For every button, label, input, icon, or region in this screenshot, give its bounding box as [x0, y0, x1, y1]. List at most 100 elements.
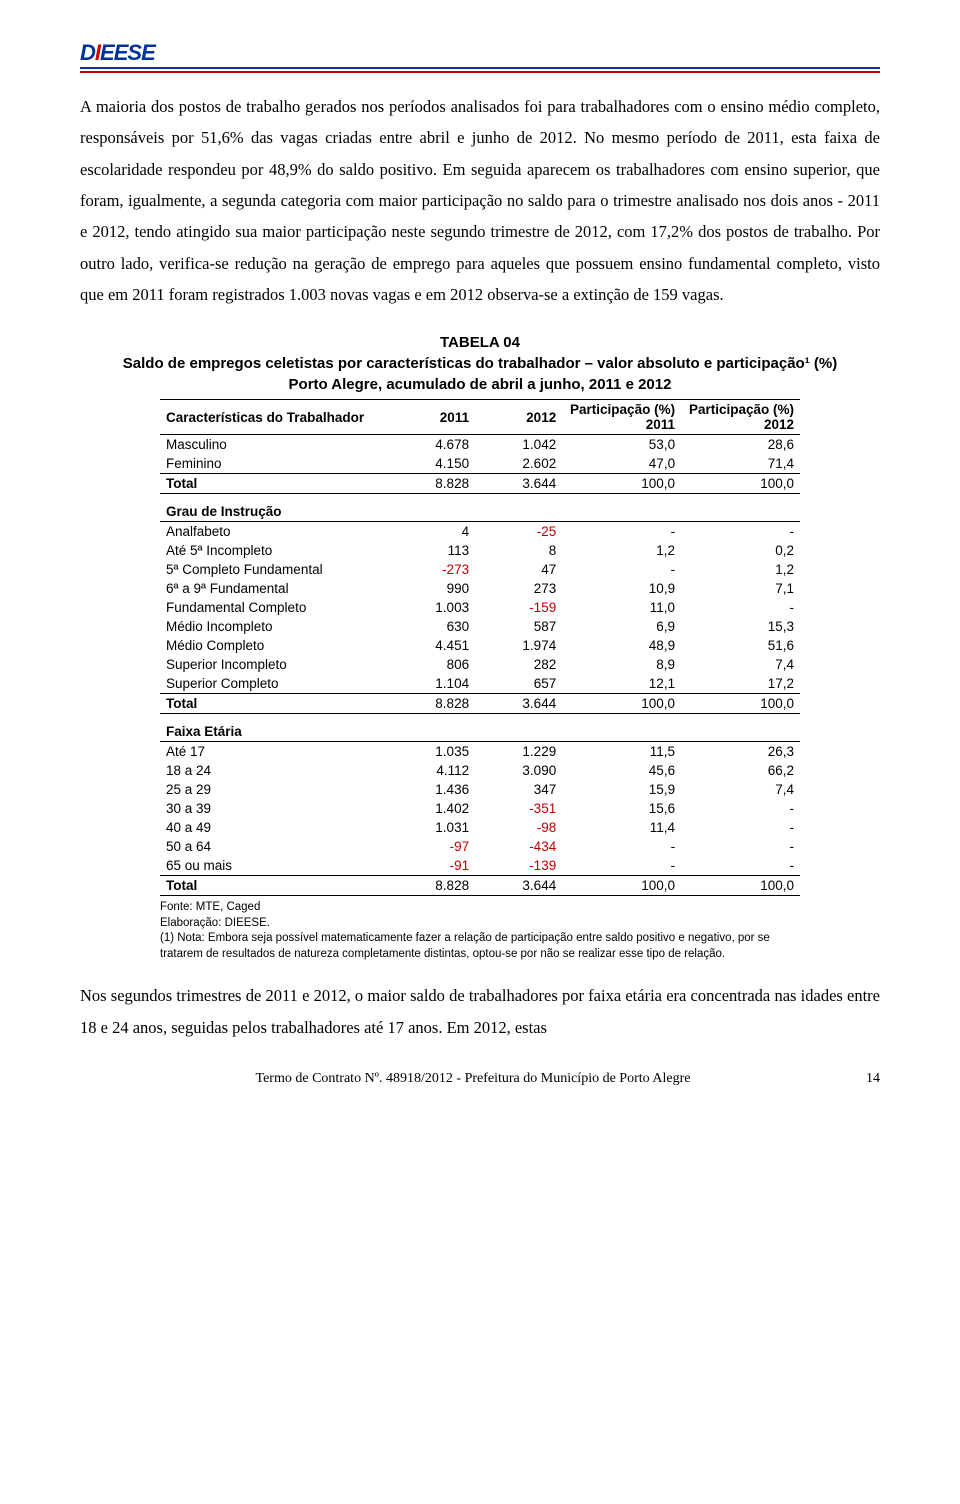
section-header: Grau de Instrução	[160, 494, 800, 522]
cell: 47	[475, 560, 562, 579]
table-row: Superior Incompleto8062828,97,4	[160, 655, 800, 674]
cell: Superior Incompleto	[160, 655, 388, 674]
cell: 8.828	[388, 474, 475, 494]
cell: 30 a 39	[160, 799, 388, 818]
table-subtitle: Porto Alegre, acumulado de abril a junho…	[80, 374, 880, 395]
table-row: 65 ou mais-91-139--	[160, 856, 800, 876]
table-total-row: Total8.8283.644100,0100,0	[160, 694, 800, 714]
cell: -	[681, 522, 800, 542]
cell: 71,4	[681, 454, 800, 474]
cell: 28,6	[681, 435, 800, 455]
table-caption: Saldo de empregos celetistas por caracte…	[80, 353, 880, 374]
table-row: Médio Incompleto6305876,915,3	[160, 617, 800, 636]
cell: Feminino	[160, 454, 388, 474]
cell: -273	[388, 560, 475, 579]
table-row: Analfabeto4-25--	[160, 522, 800, 542]
cell: 8.828	[388, 876, 475, 896]
cell: -	[681, 818, 800, 837]
cell: -91	[388, 856, 475, 876]
cell: 40 a 49	[160, 818, 388, 837]
cell: -351	[475, 799, 562, 818]
cell: 806	[388, 655, 475, 674]
table-row: Até 171.0351.22911,526,3	[160, 742, 800, 762]
col-header: Participação (%) 2012	[681, 400, 800, 435]
cell: 50 a 64	[160, 837, 388, 856]
cell: 0,2	[681, 541, 800, 560]
cell: 657	[475, 674, 562, 694]
cell: 282	[475, 655, 562, 674]
cell: Médio Completo	[160, 636, 388, 655]
cell: 1.974	[475, 636, 562, 655]
table-total-row: Total8.8283.644100,0100,0	[160, 876, 800, 896]
cell: 66,2	[681, 761, 800, 780]
cell: 17,2	[681, 674, 800, 694]
cell: 100,0	[681, 876, 800, 896]
cell: -25	[475, 522, 562, 542]
table-row: Fundamental Completo1.003-15911,0-	[160, 598, 800, 617]
cell: -	[681, 837, 800, 856]
cell: 7,4	[681, 655, 800, 674]
cell: 347	[475, 780, 562, 799]
table-row: 5ª Completo Fundamental-27347-1,2	[160, 560, 800, 579]
cell: Superior Completo	[160, 674, 388, 694]
header-logo: DIEESE	[80, 40, 880, 73]
cell: 26,3	[681, 742, 800, 762]
table-row: Superior Completo1.10465712,117,2	[160, 674, 800, 694]
col-header: Participação (%) 2011	[562, 400, 681, 435]
cell: 3.644	[475, 876, 562, 896]
cell: 25 a 29	[160, 780, 388, 799]
cell: 100,0	[681, 474, 800, 494]
table-row: 6ª a 9ª Fundamental99027310,97,1	[160, 579, 800, 598]
cell: 3.644	[475, 694, 562, 714]
cell: -	[562, 837, 681, 856]
logo-text: DIEESE	[80, 40, 155, 65]
cell: 1.035	[388, 742, 475, 762]
cell: 1.402	[388, 799, 475, 818]
section-title: Grau de Instrução	[160, 494, 800, 522]
cell: 3.090	[475, 761, 562, 780]
cell: 15,3	[681, 617, 800, 636]
note-footnote: (1) Nota: Embora seja possível matematic…	[160, 931, 800, 962]
cell: -434	[475, 837, 562, 856]
cell: 11,5	[562, 742, 681, 762]
cell: 100,0	[562, 876, 681, 896]
section-title: Faixa Etária	[160, 714, 800, 742]
cell: 10,9	[562, 579, 681, 598]
table-row: 30 a 391.402-35115,6-	[160, 799, 800, 818]
table-notes: Fonte: MTE, Caged Elaboração: DIEESE. (1…	[160, 900, 800, 962]
cell: 2.602	[475, 454, 562, 474]
cell: -	[562, 522, 681, 542]
footer-text: Termo de Contrato Nº. 48918/2012 - Prefe…	[256, 1071, 691, 1086]
col-header: 2011	[388, 400, 475, 435]
cell: 45,6	[562, 761, 681, 780]
cell: 273	[475, 579, 562, 598]
cell: 4.678	[388, 435, 475, 455]
table-row: Até 5ª Incompleto11381,20,2	[160, 541, 800, 560]
table-row: 50 a 64-97-434--	[160, 837, 800, 856]
cell: 8	[475, 541, 562, 560]
cell: 11,4	[562, 818, 681, 837]
cell: 990	[388, 579, 475, 598]
cell: -	[562, 560, 681, 579]
cell: -159	[475, 598, 562, 617]
page-footer: Termo de Contrato Nº. 48918/2012 - Prefe…	[80, 1071, 880, 1087]
cell: 5ª Completo Fundamental	[160, 560, 388, 579]
cell: 6,9	[562, 617, 681, 636]
cell: 4	[388, 522, 475, 542]
cell: 1.436	[388, 780, 475, 799]
cell: -	[681, 799, 800, 818]
cell: 1.031	[388, 818, 475, 837]
cell: 7,1	[681, 579, 800, 598]
cell: -	[562, 856, 681, 876]
cell: 3.644	[475, 474, 562, 494]
cell: 100,0	[681, 694, 800, 714]
cell: 7,4	[681, 780, 800, 799]
table-row: Feminino4.1502.60247,071,4	[160, 454, 800, 474]
cell: 4.150	[388, 454, 475, 474]
cell: Médio Incompleto	[160, 617, 388, 636]
paragraph-1: A maioria dos postos de trabalho gerados…	[80, 91, 880, 310]
cell: Masculino	[160, 435, 388, 455]
cell: 15,9	[562, 780, 681, 799]
cell: 8.828	[388, 694, 475, 714]
table-number: TABELA 04	[80, 332, 880, 353]
